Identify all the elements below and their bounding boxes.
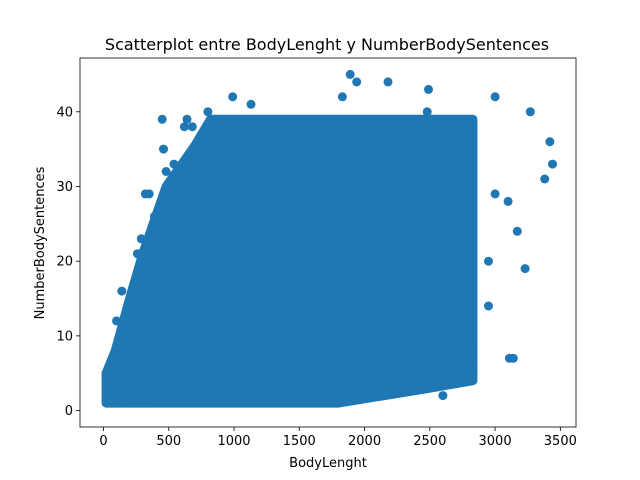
data-point xyxy=(451,376,461,386)
data-point xyxy=(347,391,356,401)
data-point xyxy=(424,84,433,94)
x-tick-label: 2000 xyxy=(348,434,381,449)
x-tick-label: 3500 xyxy=(544,434,577,449)
x-tick-label: 500 xyxy=(156,434,181,449)
data-point xyxy=(112,316,121,326)
data-point xyxy=(136,234,146,244)
data-point xyxy=(169,159,179,169)
data-point xyxy=(106,398,116,408)
x-tick-label: 3000 xyxy=(479,434,512,449)
data-point xyxy=(101,383,111,393)
data-point xyxy=(422,107,432,117)
data-point xyxy=(438,391,448,401)
data-point xyxy=(101,368,111,378)
data-point xyxy=(246,99,256,109)
data-point xyxy=(503,196,513,206)
data-point xyxy=(114,398,124,408)
data-point xyxy=(132,249,142,259)
data-point xyxy=(135,398,145,408)
data-point xyxy=(157,114,167,124)
data-point xyxy=(161,167,171,176)
chart-title: Scatterplot entre BodyLenght y NumberBod… xyxy=(105,35,549,54)
y-tick-label: 10 xyxy=(56,329,73,344)
data-point xyxy=(187,122,197,132)
data-point xyxy=(142,398,152,408)
data-point xyxy=(468,368,478,378)
data-point xyxy=(337,92,347,102)
data-point xyxy=(490,92,500,102)
x-axis: 0 500 1000 1500 2000 2500 3000 3500 xyxy=(99,427,577,449)
data-point xyxy=(386,383,396,393)
dense-point-cloud xyxy=(101,114,478,408)
data-point xyxy=(484,301,493,311)
axes-frame xyxy=(79,57,577,428)
data-point xyxy=(352,77,362,87)
data-point xyxy=(512,226,522,236)
data-point xyxy=(203,107,213,117)
data-point xyxy=(484,256,493,266)
data-point xyxy=(545,137,555,147)
data-point xyxy=(548,159,557,169)
y-tick-label: 30 xyxy=(56,180,73,195)
data-point xyxy=(301,391,311,401)
data-point xyxy=(236,391,245,401)
y-tick-label: 0 xyxy=(65,404,73,419)
x-tick-label: 2500 xyxy=(413,434,446,449)
data-point xyxy=(179,122,189,132)
data-point xyxy=(464,256,474,266)
data-point xyxy=(383,77,393,87)
data-point xyxy=(508,353,518,363)
data-point xyxy=(525,107,535,117)
data-point xyxy=(149,211,159,221)
data-point xyxy=(159,144,168,154)
data-point xyxy=(345,69,355,79)
data-point xyxy=(422,383,432,393)
data-point xyxy=(228,92,238,102)
data-point xyxy=(540,174,550,184)
data-point xyxy=(490,189,500,199)
x-tick-label: 0 xyxy=(99,434,107,449)
y-axis: 0 10 20 30 40 xyxy=(56,105,80,419)
y-tick-label: 40 xyxy=(56,105,73,120)
y-tick-label: 20 xyxy=(56,255,73,270)
data-point xyxy=(457,316,467,326)
plot-area xyxy=(101,69,557,408)
x-tick-label: 1500 xyxy=(283,434,316,449)
x-tick-label: 1000 xyxy=(217,434,250,449)
data-point xyxy=(144,189,154,199)
x-axis-label: BodyLenght xyxy=(289,456,367,471)
data-point xyxy=(182,114,192,124)
data-point xyxy=(467,346,477,356)
data-point xyxy=(520,264,530,274)
data-point xyxy=(463,182,473,191)
data-point xyxy=(117,286,127,296)
data-point xyxy=(125,398,135,408)
y-axis-label: NumberBodySentences xyxy=(33,166,48,319)
